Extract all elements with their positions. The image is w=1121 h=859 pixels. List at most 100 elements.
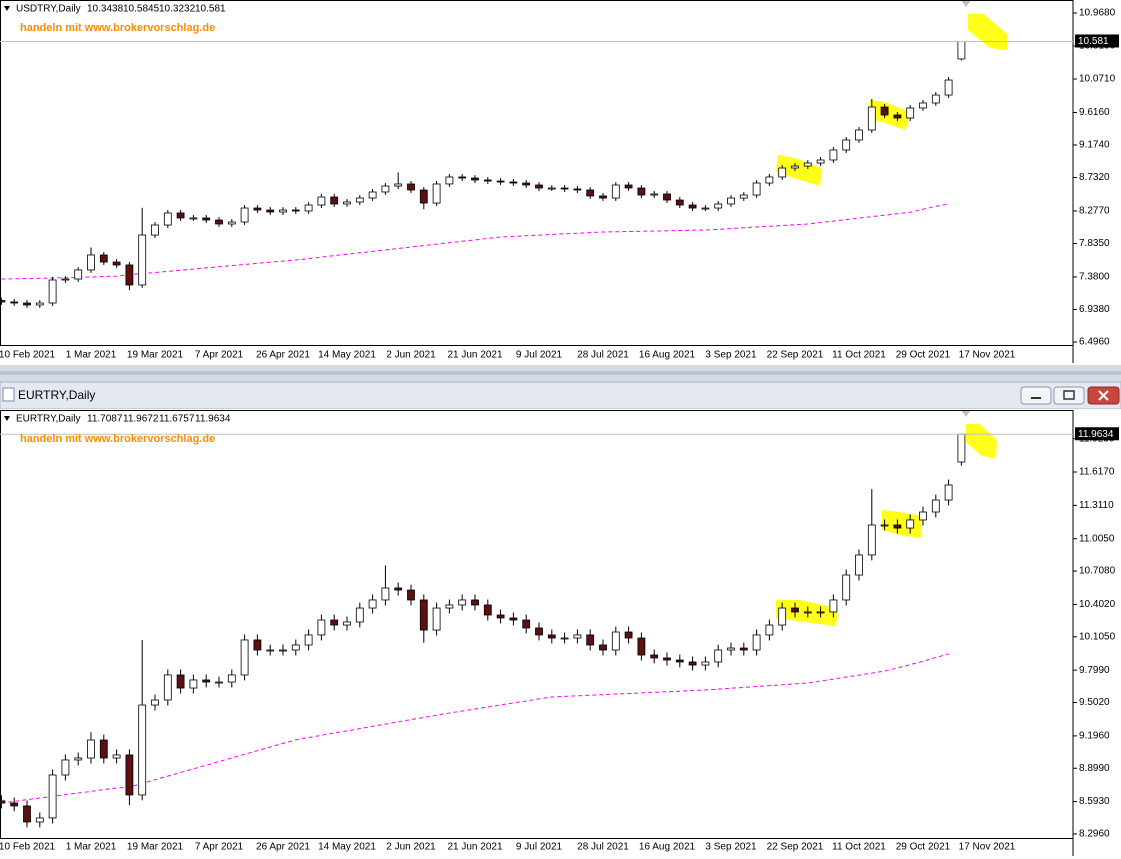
x-tick-label: 11 Oct 2021 bbox=[832, 842, 886, 853]
candle-body bbox=[944, 484, 953, 501]
y-tick-label: 8.2770 bbox=[1079, 206, 1110, 217]
x-tick-label: 26 Apr 2021 bbox=[256, 842, 310, 853]
window-icon bbox=[2, 387, 15, 402]
candle-body bbox=[23, 302, 31, 306]
x-tick-label: 29 Oct 2021 bbox=[896, 350, 951, 361]
y-tick-label: 9.1960 bbox=[1079, 731, 1110, 742]
candle-body bbox=[803, 611, 812, 614]
ohlc-value: 11.9672 bbox=[123, 414, 159, 425]
candle-body bbox=[227, 221, 236, 225]
y-tick-label: 10.7080 bbox=[1079, 566, 1116, 577]
y-tick-label: 11.3110 bbox=[1079, 500, 1114, 511]
restore-button[interactable] bbox=[1053, 386, 1085, 405]
candle-body bbox=[138, 704, 147, 796]
candle-body bbox=[637, 187, 646, 196]
candle-body bbox=[35, 817, 44, 823]
y-tick-label: 9.5020 bbox=[1079, 697, 1110, 708]
y-tick-label: 10.1050 bbox=[1079, 631, 1116, 642]
minimize-button[interactable] bbox=[1020, 386, 1052, 405]
highlight bbox=[882, 510, 922, 538]
top-window bbox=[0, 0, 1121, 365]
candle-body bbox=[701, 661, 710, 666]
candle-body bbox=[714, 203, 723, 209]
candle-body bbox=[151, 699, 159, 706]
x-tick-label: 21 Jun 2021 bbox=[447, 350, 502, 361]
candle-body bbox=[535, 627, 543, 636]
x-tick-label: 19 Mar 2021 bbox=[127, 842, 184, 853]
candle-body bbox=[944, 79, 953, 96]
candle-body bbox=[675, 659, 684, 663]
candle-body bbox=[483, 604, 492, 616]
candle-body bbox=[266, 649, 275, 652]
ohlc-value: 10.3232 bbox=[159, 4, 196, 15]
x-tick-label: 26 Apr 2021 bbox=[256, 350, 310, 361]
candle-body bbox=[355, 607, 364, 623]
candle-body bbox=[240, 207, 249, 223]
y-tick-label: 6.9380 bbox=[1079, 304, 1110, 315]
candle-body bbox=[931, 94, 940, 104]
candle-body bbox=[368, 599, 377, 609]
candle-body bbox=[816, 611, 825, 614]
candle-body bbox=[739, 194, 748, 199]
y-tick-label: 6.4960 bbox=[1079, 337, 1110, 348]
menu-triangle bbox=[4, 6, 10, 11]
candle-body bbox=[586, 189, 595, 197]
y-tick-label: 8.5930 bbox=[1079, 796, 1110, 807]
candle-body bbox=[189, 679, 198, 689]
x-tick-label: 2 Jun 2021 bbox=[386, 842, 436, 853]
x-tick-label: 7 Apr 2021 bbox=[195, 350, 244, 361]
x-tick-label: 3 Sep 2021 bbox=[705, 842, 757, 853]
y-tick-label: 10.4020 bbox=[1079, 599, 1116, 610]
window-edge bbox=[0, 371, 1121, 375]
candle-body bbox=[279, 209, 287, 213]
candle-body bbox=[867, 524, 876, 556]
candle-body bbox=[419, 189, 428, 204]
candle-body bbox=[291, 644, 300, 651]
x-tick-label: 9 Jul 2021 bbox=[516, 842, 563, 853]
price-label: 11.9634 bbox=[1078, 429, 1114, 440]
candle-body bbox=[560, 637, 569, 640]
candle-body bbox=[727, 197, 735, 205]
candle-body bbox=[99, 254, 108, 263]
x-tick-label: 21 Jun 2021 bbox=[447, 842, 502, 853]
candle-body bbox=[253, 639, 262, 651]
ohlc-value: 10.3438 bbox=[87, 4, 124, 15]
candle-body bbox=[611, 184, 620, 199]
highlight bbox=[868, 100, 910, 130]
ohlc-value: 10.581 bbox=[195, 4, 226, 15]
candle-body bbox=[663, 193, 671, 201]
ohlc-value: 11.9634 bbox=[195, 414, 231, 425]
candle-body bbox=[23, 805, 31, 823]
x-tick-label: 10 Feb 2021 bbox=[0, 350, 56, 361]
candle-body bbox=[791, 607, 799, 613]
candle-body bbox=[688, 204, 697, 209]
candle-body bbox=[163, 212, 172, 226]
candle-body bbox=[112, 261, 121, 266]
window-title-bar[interactable] bbox=[0, 381, 1121, 410]
x-tick-label: 28 Jul 2021 bbox=[577, 350, 629, 361]
candle-body bbox=[842, 574, 851, 601]
shift-marker bbox=[961, 410, 971, 417]
candle-body bbox=[419, 599, 428, 631]
candle-body bbox=[637, 637, 646, 656]
ohlc-value: 11.6757 bbox=[159, 414, 195, 425]
candle-body bbox=[445, 176, 454, 185]
candle-body bbox=[599, 644, 607, 651]
x-tick-label: 1 Mar 2021 bbox=[66, 350, 117, 361]
candle-body bbox=[355, 197, 364, 203]
candle-body bbox=[624, 184, 633, 189]
candle-body bbox=[471, 599, 479, 606]
candle-body bbox=[599, 195, 607, 199]
x-tick-label: 17 Nov 2021 bbox=[959, 842, 1016, 853]
candle-body bbox=[381, 185, 390, 193]
candle-body bbox=[381, 587, 390, 601]
y-tick-label: 8.2960 bbox=[1079, 829, 1110, 840]
candle-body bbox=[829, 149, 838, 161]
candle-body bbox=[880, 106, 889, 116]
candle-body bbox=[215, 219, 223, 225]
candle-body bbox=[957, 41, 966, 60]
x-tick-label: 16 Aug 2021 bbox=[639, 350, 696, 361]
candle-body bbox=[87, 254, 95, 271]
candle-body bbox=[867, 106, 876, 131]
y-tick-label: 10.9680 bbox=[1079, 8, 1116, 19]
